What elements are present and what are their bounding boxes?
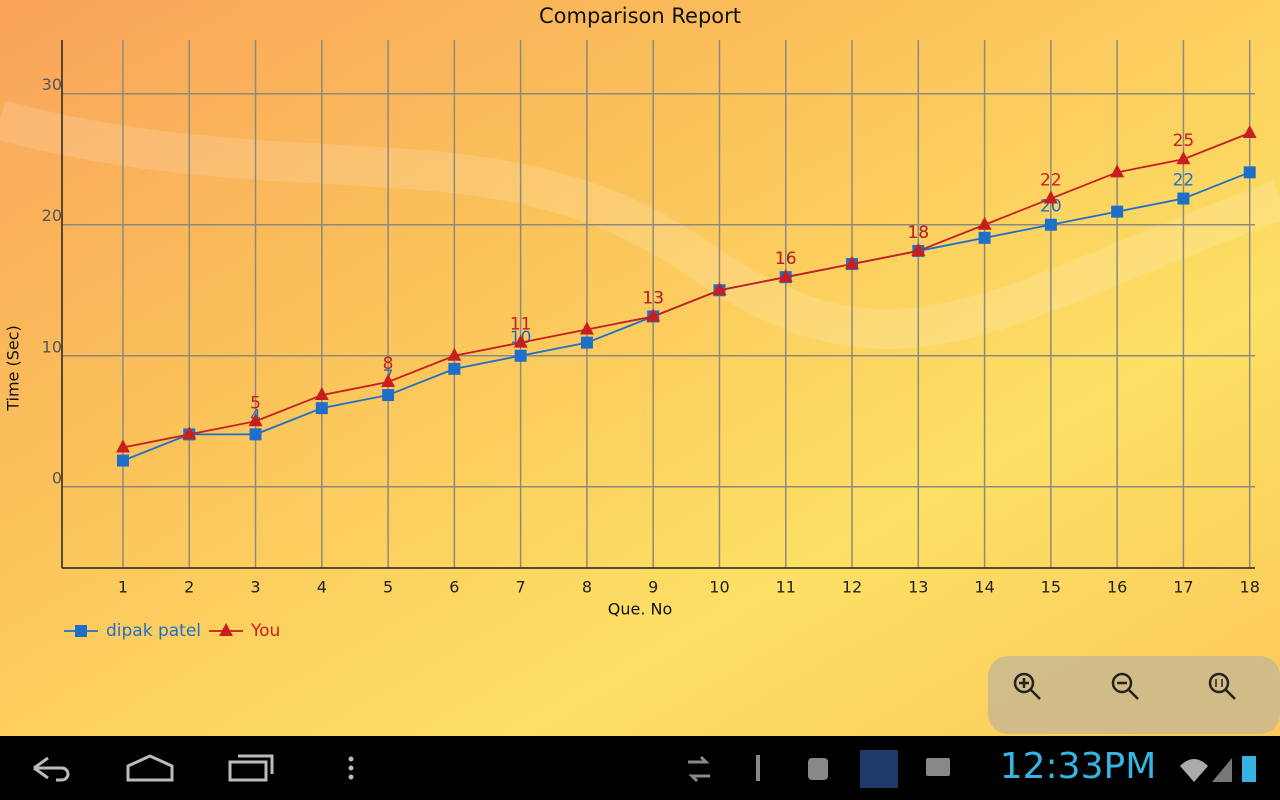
recent-apps-button[interactable]: [228, 754, 274, 782]
point: [1044, 218, 1057, 231]
point: [447, 347, 462, 361]
point: [1177, 192, 1190, 205]
data-label: 16: [775, 249, 797, 269]
zoom-controls: [988, 656, 1280, 734]
x-tick-label: 3: [250, 578, 260, 597]
data-label: 16: [775, 249, 797, 269]
point: [116, 454, 129, 467]
navigation-bar: [0, 736, 1280, 800]
point: [315, 402, 328, 415]
legend-label: dipak patel: [106, 621, 201, 641]
y-tick-label: 10: [42, 337, 62, 356]
point: [1242, 125, 1257, 139]
y-tick-label: 20: [42, 206, 62, 225]
x-tick-label: 13: [908, 578, 928, 597]
point: [845, 256, 860, 270]
x-tick-label: 18: [1240, 578, 1260, 597]
point: [115, 439, 130, 453]
x-tick-label: 11: [776, 578, 796, 597]
zoom-out-button[interactable]: [1111, 672, 1139, 700]
series-line: [122, 132, 1251, 449]
point: [646, 308, 661, 322]
x-tick-label: 9: [648, 578, 658, 597]
x-tick-label: 4: [317, 578, 327, 597]
point: [778, 269, 793, 283]
background: [0, 0, 1280, 736]
point: [977, 216, 992, 230]
x-tick-label: 14: [974, 578, 994, 597]
x-tick-label: 8: [582, 578, 592, 597]
legend-marker: [219, 623, 234, 636]
menu-button[interactable]: [348, 756, 354, 780]
point: [579, 321, 594, 335]
data-label: 18: [907, 223, 929, 243]
plot: 0102030123456789101112131415161718471013…: [42, 40, 1260, 597]
data-label: 22: [1173, 171, 1195, 191]
zoom-in-button[interactable]: [1013, 672, 1041, 700]
clock: 12:33PM: [1000, 746, 1157, 787]
point: [1111, 205, 1124, 218]
x-tick-label: 16: [1107, 578, 1127, 597]
status-icons: [1180, 756, 1256, 782]
data-label: 11: [510, 315, 532, 335]
x-tick-label: 1: [118, 578, 128, 597]
x-tick-label: 2: [184, 578, 194, 597]
point: [514, 349, 527, 362]
x-tick-label: 12: [842, 578, 862, 597]
y-axis-label: Time (Sec): [4, 325, 23, 412]
x-tick-label: 6: [449, 578, 459, 597]
chart-title: Comparison Report: [539, 4, 741, 28]
x-tick-label: 10: [709, 578, 729, 597]
point: [248, 413, 263, 427]
data-label: 5: [250, 393, 261, 413]
data-label: 8: [383, 354, 394, 374]
point: [1176, 151, 1191, 165]
point: [712, 282, 727, 296]
point: [381, 373, 396, 387]
point: [978, 231, 991, 244]
point: [1243, 166, 1256, 179]
point: [513, 334, 528, 348]
point: [182, 426, 197, 440]
zoom-reset-button[interactable]: [1208, 672, 1236, 700]
data-label: 18: [907, 223, 929, 243]
point: [911, 242, 926, 256]
point: [580, 336, 593, 349]
x-tick-label: 17: [1173, 578, 1193, 597]
home-button[interactable]: [126, 754, 174, 782]
point: [448, 362, 461, 375]
y-tick-label: 30: [42, 75, 62, 94]
x-tick-label: 5: [383, 578, 393, 597]
x-tick-label: 7: [516, 578, 526, 597]
point: [249, 428, 262, 441]
y-tick-label: 0: [52, 468, 62, 487]
data-label: 13: [642, 288, 664, 308]
point: [1043, 190, 1058, 204]
data-label: 22: [1040, 171, 1062, 191]
legend-label: You: [250, 621, 280, 641]
back-button[interactable]: [33, 756, 70, 782]
legend-marker: [75, 625, 87, 637]
point: [1110, 164, 1125, 178]
data-label: 25: [1173, 131, 1195, 151]
notification-icons: [688, 750, 950, 788]
legend: dipak patel You: [64, 621, 280, 641]
x-axis-label: Que. No: [608, 600, 673, 619]
data-label: 13: [642, 288, 664, 308]
wave: [0, 100, 1280, 349]
point: [314, 387, 329, 401]
point: [382, 389, 395, 402]
x-tick-label: 15: [1041, 578, 1061, 597]
